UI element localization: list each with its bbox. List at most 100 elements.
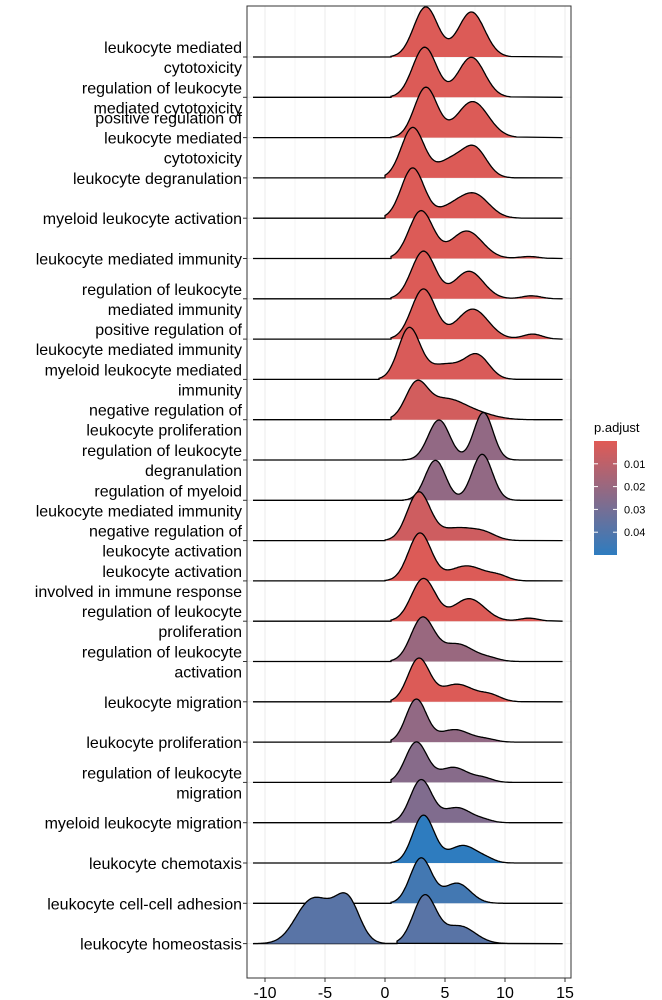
ridge-series [252,6,563,945]
ridge-outline [253,126,563,179]
y-tick-label: regulation of leukocyte [82,443,242,460]
y-tick-label: regulation of leukocyte [82,765,242,782]
ridge-outline [253,893,563,945]
ridge [253,814,563,864]
y-tick-label: involved in immune response [35,584,242,601]
y-tick-label: negative regulation of [89,524,243,541]
y-tick-label: leukocyte mediated [104,131,242,148]
legend-colorbar [594,441,617,555]
y-tick-label: migration [176,785,242,802]
y-tick-label: leukocyte chemotaxis [89,856,242,873]
ridge [252,892,563,945]
y-tick-label: positive regulation of [95,322,242,339]
ridge [253,616,563,663]
ridge-outline [253,167,563,219]
ridge [253,893,563,945]
ridge-fill [379,327,517,380]
y-tick-label: cytotoxicity [164,151,242,168]
ridge [253,250,563,300]
ridge [253,857,563,904]
x-tick-label: -5 [318,985,332,1000]
ridge-fill [391,6,511,57]
ridge-fill [391,779,511,823]
ridge-outline [253,411,563,461]
ridge-fill [391,741,517,783]
y-tick-label: leukocyte migration [104,695,242,712]
ridge-outline [253,288,563,340]
y-tick-label: activation [174,665,242,682]
y-tick-label: leukocyte degranulation [73,171,242,188]
ridge-outline [253,814,563,864]
ridge [253,491,563,542]
ridge [253,453,563,501]
y-tick-label: regulation of myeloid [94,483,242,500]
ridge [253,532,563,582]
ridge-outline [253,657,563,703]
y-tick-label: leukocyte mediated [104,40,242,57]
ridge-outline [253,453,563,501]
y-tick-label: regulation of leukocyte [82,645,242,662]
ridge-fill [391,857,505,904]
ridge-fill [385,167,523,219]
y-tick-label: negative regulation of [89,403,243,420]
y-tick-label: leukocyte cell-cell adhesion [47,896,242,913]
legend-title: p.adjust [594,420,640,435]
x-tick-label: -10 [253,985,276,1000]
x-tick-label: 10 [496,985,514,1000]
ridge-fill [391,251,553,299]
y-tick-label: proliferation [158,624,242,641]
ridge-outline [253,616,563,663]
ridge-outline [253,741,563,784]
y-tick-label: myeloid leukocyte activation [43,211,242,228]
y-tick-label: regulation of leukocyte [82,80,242,97]
legend-ticks: 0.01 0.02 0.03 0.04 [594,459,645,539]
ridge-fill [391,47,511,98]
x-tick-label: 5 [441,985,450,1000]
y-tick-label: regulation of leukocyte [82,282,242,299]
y-tick-label: positive regulation of [95,111,242,128]
y-tick-label: mediated cytotoxicity [93,100,242,117]
ridge-fill [253,892,385,944]
ridge-outline [253,857,563,904]
ridge [253,778,563,824]
y-tick-label: leukocyte activation [102,564,242,581]
ridge-outline [253,250,563,300]
ridge-outline [253,209,563,260]
ridge-fill [391,815,517,863]
y-tick-label: leukocyte mediated immunity [36,342,242,359]
y-tick-label: leukocyte activation [102,544,242,561]
ridge-outline [252,892,563,945]
legend-tick-label: 0.03 [624,504,645,516]
ridge [253,46,563,98]
ridge-outline [253,698,563,743]
y-tick-label: leukocyte homeostasis [80,937,242,954]
y-tick-label: leukocyte proliferation [86,423,242,440]
ridge-outline [253,778,563,824]
ridge-fill [385,491,523,541]
y-tick-label: regulation of leukocyte [82,604,242,621]
ridge-outline [253,86,563,139]
x-tick-label: 0 [381,985,390,1000]
ridge [253,657,563,703]
y-tick-label: myeloid leukocyte mediated [45,362,242,379]
ridge [253,288,563,340]
ridge-outline [253,46,563,98]
ridge-fill [403,454,523,501]
ridge [253,379,563,421]
y-axis-labels: leukocyte mediated cytotoxicity regulation… [35,40,247,954]
ridge [253,209,563,260]
y-tick-label: leukocyte mediated immunity [36,503,242,520]
ridge [253,6,563,58]
legend-tick-label: 0.02 [624,482,645,494]
panel-border [246,5,572,979]
ridge-outline [253,491,563,542]
ridge-outline [253,577,563,622]
ridge [253,326,563,381]
ridge-fill [391,616,523,662]
ridge [253,126,563,179]
y-tick-label: mediated immunity [108,302,242,319]
ridge [253,86,563,139]
y-tick-label: cytotoxicity [164,60,242,77]
y-tick-label: leukocyte proliferation [86,735,242,752]
x-axis: -10 -5 0 5 10 15 [253,978,574,1000]
